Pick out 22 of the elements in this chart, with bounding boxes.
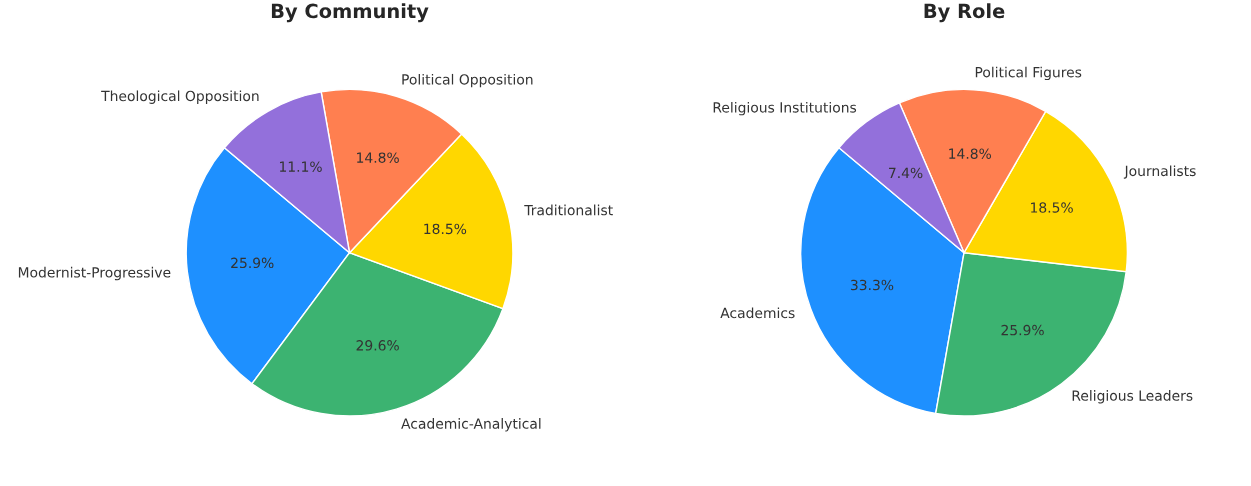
data-label: 11.1%: [279, 161, 322, 172]
slice-label: Political Opposition: [402, 73, 533, 88]
slice-label: Religious Leaders: [1072, 390, 1193, 404]
data-label: 25.9%: [231, 257, 274, 269]
slice-label: Traditionalist: [524, 204, 613, 216]
slice-label: Journalists: [1123, 165, 1196, 179]
slice-label: Academics: [720, 307, 795, 319]
chart-title: By Role: [924, 3, 1005, 23]
slice-label: Religious Institutions: [713, 101, 857, 116]
chart-title: By Community: [271, 3, 429, 23]
slice-label: Political Figures: [975, 66, 1082, 81]
slice-label: Theological Opposition: [101, 90, 259, 104]
slice-label: Modernist-Progressive: [18, 266, 171, 281]
data-label: 33.3%: [850, 279, 894, 291]
data-label: 18.5%: [1031, 202, 1073, 213]
slice-label: Academic-Analytical: [401, 418, 541, 432]
data-label: 14.8%: [357, 152, 399, 163]
data-label: 25.9%: [1001, 324, 1044, 336]
data-label: 29.6%: [356, 340, 399, 351]
data-label: 7.4%: [889, 167, 923, 179]
data-label: 18.5%: [424, 223, 467, 235]
data-label: 14.8%: [949, 148, 992, 159]
